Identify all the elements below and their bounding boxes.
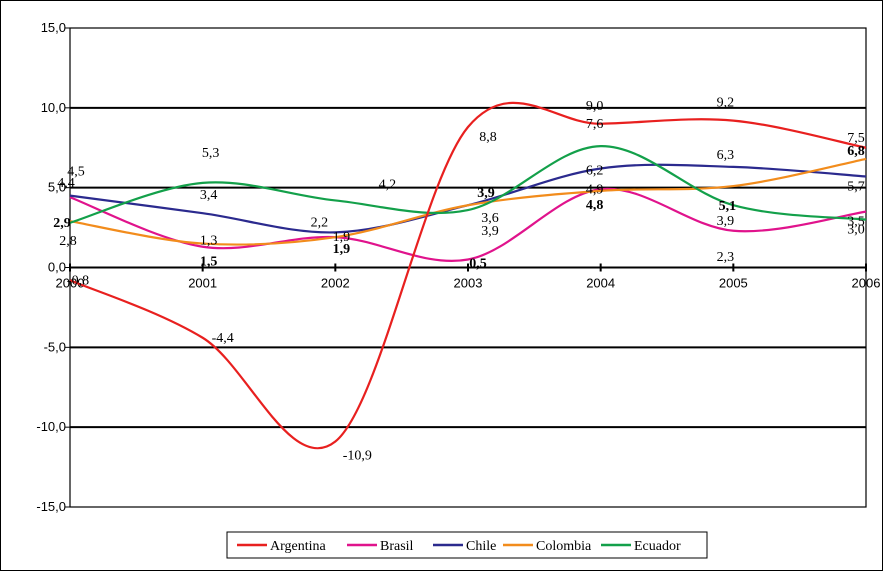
data-label: 2,8 — [59, 234, 77, 249]
x-tick-label: 2000 — [56, 276, 85, 291]
series-line-argentina — [69, 101, 867, 450]
y-tick-label: -5,0 — [44, 339, 66, 354]
data-label: -0,8 — [67, 273, 89, 288]
series-line-colombia — [69, 157, 867, 246]
x-tick-label: 2004 — [586, 276, 615, 291]
data-label: 1,9 — [333, 230, 351, 245]
series-line-brasil — [69, 187, 867, 262]
y-tick-label: 15,0 — [41, 20, 66, 35]
data-label: 3,9 — [717, 214, 735, 229]
x-tick-label: 2006 — [852, 276, 881, 291]
plot-area: 15,0 10,0 5,0 0,0 -5,0 -10,0 -15,0 2000 2001 2002… — [36, 20, 880, 514]
data-label: 6,2 — [586, 164, 604, 179]
y-tick-label: 5,0 — [48, 180, 66, 195]
data-label: 4,2 — [379, 177, 397, 192]
series-line-ecuador — [69, 145, 867, 224]
data-label: 7,5 — [847, 131, 865, 146]
data-label: 3,5 — [847, 215, 865, 230]
y-tick-label: 0,0 — [48, 260, 66, 275]
legend-label-brasil: Brasil — [380, 539, 414, 554]
data-label: 2,3 — [717, 250, 735, 265]
data-label: 3,4 — [200, 188, 218, 203]
legend-label-colombia: Colombia — [536, 539, 592, 554]
data-label: 3,6 — [481, 211, 499, 226]
data-label: 4,8 — [586, 198, 604, 213]
data-label: 0,5 — [469, 257, 487, 272]
data-label: 2,2 — [311, 215, 329, 230]
data-label: 9,0 — [586, 99, 604, 114]
data-label: 4,5 — [67, 165, 85, 180]
data-label: 6,3 — [717, 148, 735, 163]
data-label: 1,9 — [333, 242, 351, 257]
data-label: 3,9 — [481, 224, 499, 239]
data-label: -10,9 — [343, 449, 372, 464]
data-label: 5,3 — [202, 146, 220, 161]
legend: Argentina Brasil Chile Colombia Ecuador — [226, 531, 708, 559]
data-label: 4,4 — [57, 176, 75, 191]
x-tick-label: 2001 — [188, 276, 217, 291]
data-label: 6,8 — [847, 144, 865, 159]
y-tick-label: -10,0 — [36, 419, 66, 434]
data-label: 4,9 — [586, 182, 604, 197]
data-label: 5,7 — [847, 179, 865, 194]
data-label: 3,0 — [847, 223, 865, 238]
y-tick-label: -15,0 — [36, 499, 66, 514]
data-label: 1,3 — [200, 234, 218, 249]
x-tick-label: 2005 — [719, 276, 748, 291]
legend-label-argentina: Argentina — [270, 539, 327, 554]
y-tick-label: 10,0 — [41, 100, 66, 115]
legend-label-chile: Chile — [466, 539, 496, 554]
data-label: 8,8 — [479, 130, 497, 145]
data-label: 5,1 — [719, 199, 737, 214]
x-tick-label: 2002 — [321, 276, 350, 291]
data-label: 7,6 — [586, 117, 604, 132]
data-label: 2,9 — [53, 216, 71, 231]
data-label: 3,9 — [477, 186, 495, 201]
legend-label-ecuador: Ecuador — [634, 539, 681, 554]
x-tick-label: 2003 — [454, 276, 483, 291]
data-label: 1,5 — [200, 255, 218, 270]
data-label: -4,4 — [212, 331, 234, 346]
data-label: 9,2 — [717, 96, 735, 111]
